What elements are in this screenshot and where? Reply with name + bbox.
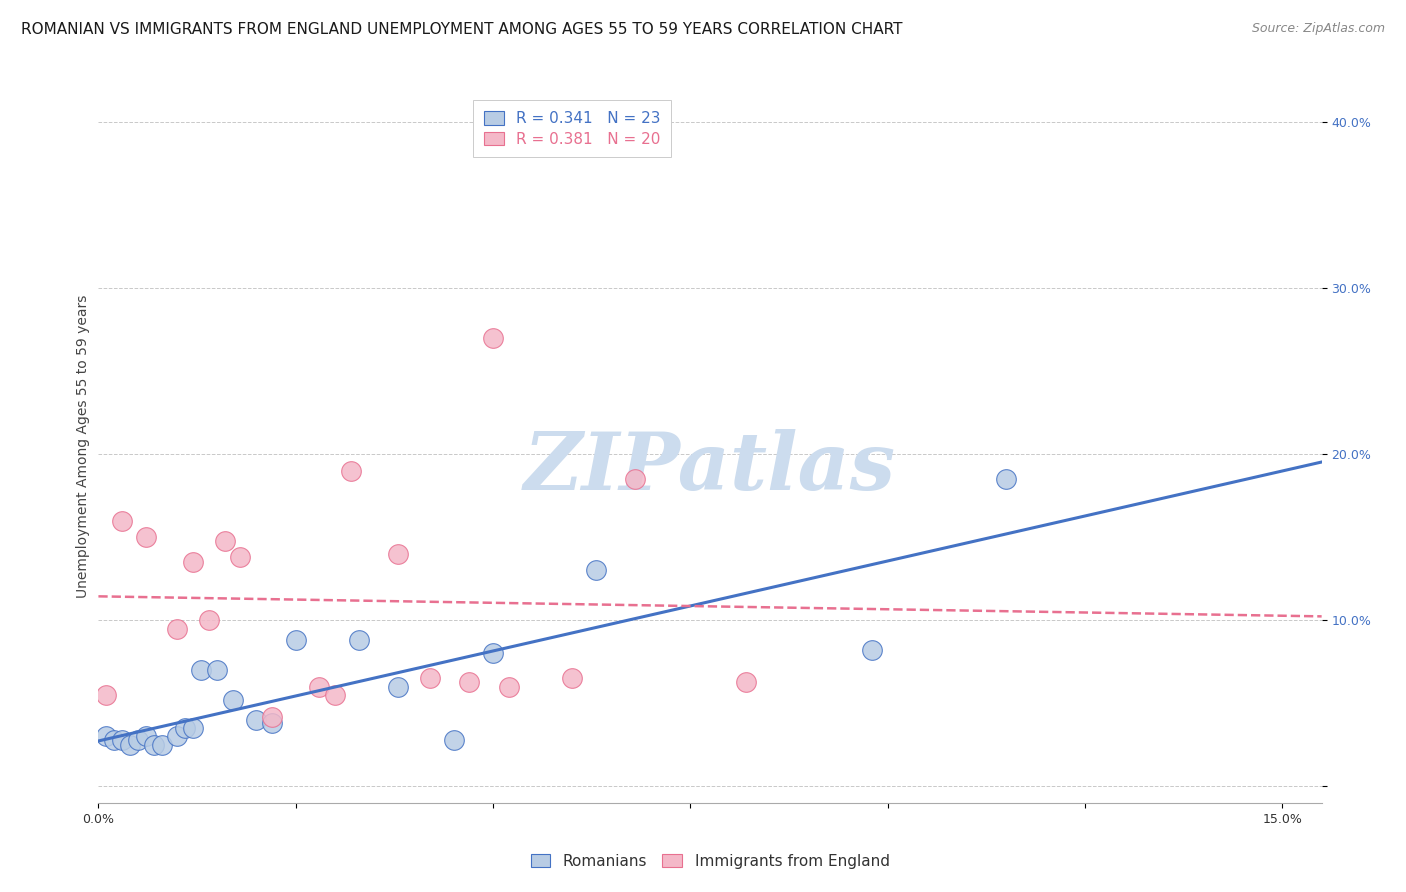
Text: Source: ZipAtlas.com: Source: ZipAtlas.com <box>1251 22 1385 36</box>
Point <box>135 730 157 744</box>
Point <box>96 688 118 702</box>
Point <box>166 730 188 744</box>
Point <box>482 647 505 661</box>
Point <box>347 633 370 648</box>
Point <box>860 643 883 657</box>
Point <box>229 550 252 565</box>
Point <box>190 663 212 677</box>
Point <box>103 732 125 747</box>
Point <box>443 732 465 747</box>
Point <box>166 622 188 636</box>
Point <box>221 693 243 707</box>
Text: ROMANIAN VS IMMIGRANTS FROM ENGLAND UNEMPLOYMENT AMONG AGES 55 TO 59 YEARS CORRE: ROMANIAN VS IMMIGRANTS FROM ENGLAND UNEM… <box>21 22 903 37</box>
Point <box>561 671 583 685</box>
Point <box>198 613 221 627</box>
Point <box>624 472 647 486</box>
Point <box>284 633 307 648</box>
Point <box>482 331 505 345</box>
Point <box>245 713 267 727</box>
Point <box>181 555 204 569</box>
Point <box>214 533 236 548</box>
Point <box>150 738 173 752</box>
Point <box>419 671 441 685</box>
Point <box>111 732 134 747</box>
Point <box>498 680 520 694</box>
Point <box>387 547 409 561</box>
Text: ZIPatlas: ZIPatlas <box>524 429 896 506</box>
Point <box>142 738 165 752</box>
Point <box>205 663 228 677</box>
Point <box>994 472 1017 486</box>
Point <box>387 680 409 694</box>
Point <box>734 674 756 689</box>
Point <box>118 738 141 752</box>
Point <box>135 530 157 544</box>
Point <box>96 730 118 744</box>
Point <box>323 688 346 702</box>
Point <box>340 464 363 478</box>
Point <box>260 709 283 723</box>
Point <box>260 716 283 731</box>
Legend: Romanians, Immigrants from England: Romanians, Immigrants from England <box>523 847 897 877</box>
Point <box>308 680 330 694</box>
Point <box>585 564 607 578</box>
Point <box>181 721 204 735</box>
Point <box>127 732 149 747</box>
Point <box>458 674 481 689</box>
Y-axis label: Unemployment Among Ages 55 to 59 years: Unemployment Among Ages 55 to 59 years <box>76 294 90 598</box>
Point <box>174 721 197 735</box>
Point <box>111 514 134 528</box>
